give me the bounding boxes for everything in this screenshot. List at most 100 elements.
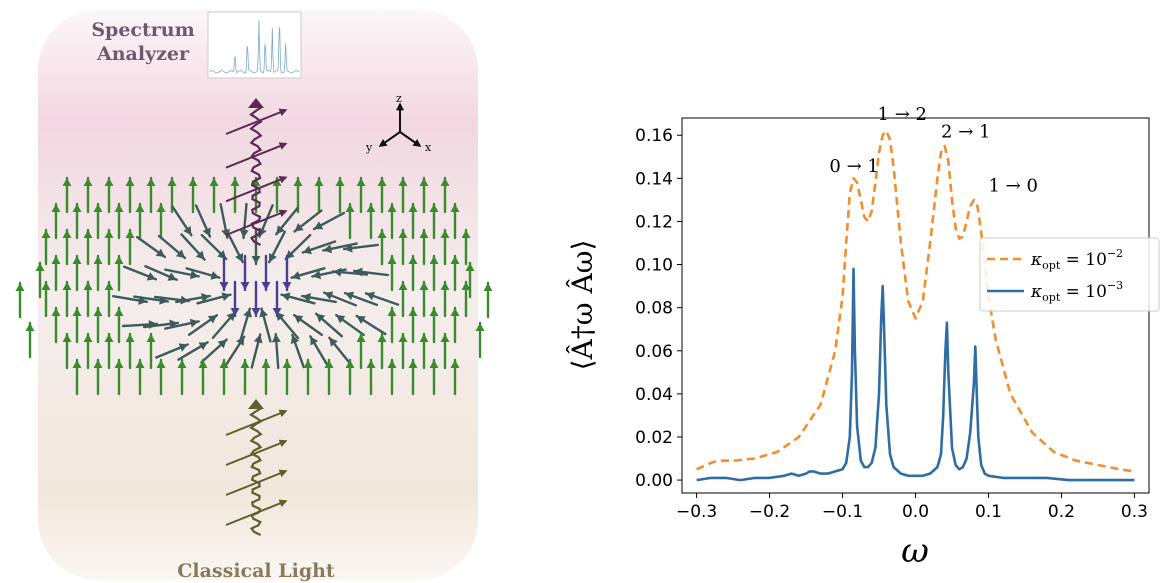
spin-arrow	[177, 341, 209, 361]
spin-arrow	[419, 280, 429, 318]
spin-arrow	[293, 176, 303, 214]
spin-arrow	[282, 254, 292, 292]
y-axis-ticks: 0.00 0.02 0.04 0.06 0.08 0.10 0.12 0.14 0.16	[635, 126, 682, 491]
spin-arrow	[224, 335, 246, 367]
classical-light-label: Classical Light	[177, 560, 335, 582]
spin-arrow	[440, 228, 450, 266]
spin-arrow	[309, 335, 329, 367]
spin-arrow	[62, 332, 72, 370]
spin-arrow	[35, 261, 45, 299]
spin-arrow	[114, 306, 124, 344]
y-tick-label: 0.02	[635, 428, 673, 448]
photon-head	[248, 98, 264, 108]
spin-arrow	[146, 176, 156, 214]
spin-arrow	[301, 240, 337, 255]
spin-arrow	[271, 332, 281, 370]
spin-arrow	[429, 202, 439, 240]
spin-arrow	[440, 280, 450, 318]
spin-arrow	[144, 265, 178, 281]
spin-arrow	[387, 202, 397, 240]
polarization-arrow	[225, 499, 288, 526]
axis-x-label: x	[425, 141, 432, 154]
spin-arrow	[198, 358, 208, 396]
spin-arrow	[135, 358, 145, 396]
spin-arrow	[171, 205, 193, 237]
y-axis-label: ⟨Â†ω Âω⟩	[566, 240, 599, 371]
polarization-arrow	[225, 108, 288, 135]
spin-arrow	[240, 358, 250, 396]
spin-arrow	[275, 206, 299, 236]
spin-arrow	[355, 314, 387, 336]
spin-arrow	[125, 176, 135, 214]
y-tick-label: 0.16	[635, 126, 673, 146]
spin-arrow	[62, 280, 72, 318]
spin-arrow	[440, 176, 450, 214]
spin-arrow	[41, 280, 51, 318]
x-tick-label: 0.2	[1048, 502, 1075, 522]
spin-arrow	[268, 230, 286, 264]
polarization-arrow	[225, 209, 288, 236]
spin-arrow	[72, 254, 82, 292]
spin-arrow	[230, 176, 240, 214]
spin-arrow	[483, 281, 493, 319]
spin-arrow	[398, 176, 408, 214]
spin-arrow	[83, 332, 93, 370]
y-tick-label: 0.14	[635, 169, 673, 189]
spin-arrow	[450, 254, 460, 292]
spin-arrow	[240, 254, 250, 292]
spin-arrow	[104, 176, 114, 214]
spin-arrow	[196, 292, 232, 305]
spin-arrow	[219, 254, 229, 292]
transition-annotation: 1 → 0	[988, 175, 1037, 196]
spin-arrow	[408, 306, 418, 344]
annotation-layer: 0 → 1 1 → 2 2 → 1 1 → 0	[829, 104, 1038, 196]
spin-arrow	[83, 280, 93, 318]
spin-arrow	[41, 228, 51, 266]
spin-arrow	[185, 267, 221, 280]
inset-spectrum-line	[209, 20, 300, 74]
spin-arrow	[429, 254, 439, 292]
spin-arrow	[366, 202, 376, 240]
spin-arrow	[419, 176, 429, 214]
photon-head	[248, 399, 264, 409]
polarization-arrow	[225, 142, 288, 169]
spin-arrow	[290, 267, 326, 280]
spin-arrow	[226, 230, 244, 264]
output-photon	[225, 98, 288, 246]
legend-box	[979, 237, 1160, 312]
spin-arrow	[135, 235, 167, 259]
legend: κopt = 10−2 κopt = 10−3	[979, 237, 1160, 312]
spin-arrow	[104, 228, 114, 266]
spin-arrow	[157, 234, 187, 260]
spin-arrow	[104, 332, 114, 370]
y-tick-label: 0.06	[635, 342, 673, 362]
spin-arrow	[114, 254, 124, 292]
spin-arrow	[83, 176, 93, 214]
analyzer-label: Analyzer	[96, 43, 190, 65]
spin-arrow	[123, 265, 157, 281]
spin-arrow	[238, 307, 252, 343]
x-tick-label: −0.2	[749, 502, 790, 522]
axis-z-label: z	[396, 92, 402, 105]
spin-arrow	[335, 176, 345, 214]
spin-arrow	[194, 204, 212, 238]
spin-arrow	[440, 332, 450, 370]
spin-arrow	[239, 202, 249, 240]
x-tick-label: −0.3	[676, 502, 717, 522]
spin-arrow	[314, 176, 324, 214]
spin-arrow	[83, 228, 93, 266]
spin-arrow	[398, 280, 408, 318]
spin-arrow	[51, 202, 61, 240]
spin-arrow	[180, 233, 206, 261]
spin-arrow	[461, 280, 471, 318]
spin-arrow	[398, 332, 408, 370]
spin-arrow	[408, 202, 418, 240]
spin-arrow	[188, 176, 198, 214]
spin-arrow	[461, 228, 471, 266]
spin-arrow	[408, 358, 418, 396]
spin-arrow	[290, 333, 305, 369]
spin-arrow	[342, 243, 380, 253]
spin-arrow	[15, 281, 25, 319]
spin-arrow	[450, 202, 460, 240]
